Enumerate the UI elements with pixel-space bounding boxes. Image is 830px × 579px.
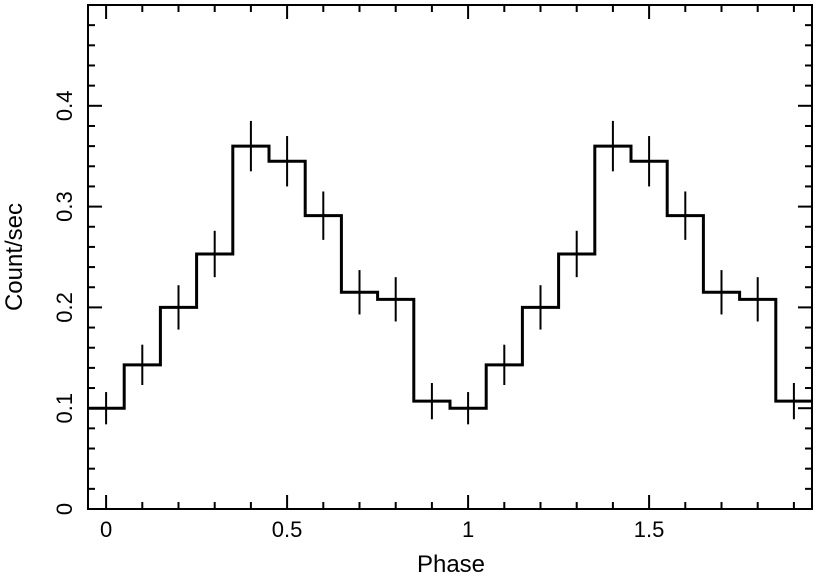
x-tick-label: 0.5: [272, 517, 303, 542]
tick-labels: 0 0.5 1 1.5 0 0.1 0.2 0.3 0.4: [52, 91, 664, 542]
y-tick-label: 0.2: [52, 292, 77, 323]
x-tick-label: 1.5: [634, 517, 665, 542]
y-axis-title: Count/sec: [1, 203, 28, 311]
plot-frame: [87, 4, 813, 510]
y-tick-label: 0.1: [52, 393, 77, 424]
step-histogram-line: [88, 144, 812, 410]
axis-ticks: [88, 4, 812, 510]
x-tick-label: 1: [462, 517, 474, 542]
y-tick-label: 0.3: [52, 191, 77, 222]
y-tick-label: 0.4: [52, 91, 77, 122]
y-tick-label: 0: [52, 503, 77, 515]
x-tick-label: 0: [100, 517, 112, 542]
x-axis-title: Phase: [417, 551, 485, 578]
data-layer: [88, 120, 812, 425]
